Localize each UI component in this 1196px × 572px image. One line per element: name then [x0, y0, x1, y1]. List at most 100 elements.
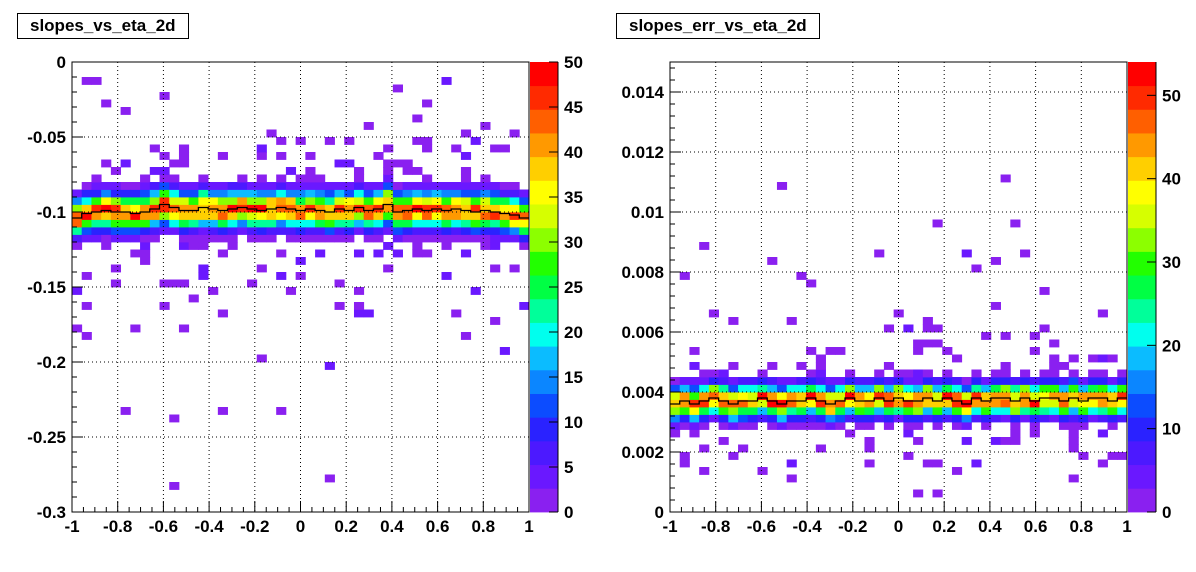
heatmap-cell [120, 227, 131, 235]
heatmap-cell [373, 152, 384, 160]
heatmap-cell [295, 197, 306, 205]
heatmap-cell [441, 234, 452, 243]
x-tick-label: -0.2 [240, 517, 269, 536]
heatmap-cell [217, 212, 228, 220]
heatmap-cell [796, 422, 807, 430]
heatmap-cell [490, 182, 501, 190]
heatmap-cell [670, 377, 681, 385]
heatmap-cell [499, 204, 510, 213]
heatmap-cell [728, 377, 739, 385]
heatmap-cell [757, 414, 768, 423]
heatmap-cell [835, 414, 846, 423]
heatmap-cell [981, 399, 992, 408]
heatmap-cell [738, 407, 749, 415]
heatmap-cell [460, 234, 472, 243]
heatmap-cell [169, 204, 180, 213]
heatmap-cell [169, 279, 180, 288]
heatmap-cell [334, 182, 345, 190]
heatmap-cell [509, 264, 520, 273]
heatmap-cell [373, 212, 384, 220]
heatmap-cell [363, 219, 374, 228]
heatmap-cell [961, 437, 972, 445]
heatmap-cell [130, 234, 141, 243]
heatmap-cell [728, 317, 739, 325]
heatmap-cell [198, 182, 209, 190]
heatmap-cell [932, 219, 943, 228]
heatmap-cell [1039, 392, 1050, 400]
heatmap-cell [402, 189, 413, 198]
heatmap-cell [480, 227, 491, 235]
heatmap-cell [169, 212, 180, 220]
colorbar-swatch [530, 322, 558, 347]
heatmap-cell [932, 339, 943, 348]
heatmap-cell [796, 362, 807, 370]
heatmap-cell [1097, 459, 1108, 468]
heatmap-cell [334, 302, 345, 310]
heatmap-cell [670, 392, 681, 400]
heatmap-cell [776, 422, 788, 430]
heatmap-cell [903, 392, 914, 400]
heatmap-cell [883, 399, 895, 408]
heatmap-cell [922, 339, 933, 348]
heatmap-cell [402, 212, 413, 220]
heatmap-cell [786, 422, 797, 430]
heatmap-cell [913, 489, 924, 498]
x-tick-label: -1 [662, 517, 677, 536]
heatmap-cell [815, 399, 826, 408]
heatmap-cell [825, 414, 836, 423]
colorbar-swatch [1128, 133, 1156, 158]
heatmap-cell [718, 369, 729, 378]
heatmap-cell [91, 182, 102, 190]
heatmap-cell [903, 377, 914, 385]
heatmap-cell [480, 242, 491, 250]
heatmap-cell [402, 234, 413, 243]
heatmap-cell [1117, 407, 1128, 415]
heatmap-cell [285, 197, 297, 205]
heatmap-cell [353, 167, 365, 175]
heatmap-cell [699, 407, 710, 415]
heatmap-cell [227, 234, 238, 243]
heatmap-cell [237, 189, 248, 198]
heatmap-cell [159, 182, 170, 190]
heatmap-cell [305, 219, 316, 228]
heatmap-cell [353, 227, 365, 235]
colorbar-tick-label: 30 [1162, 253, 1181, 272]
heatmap-cell [1029, 332, 1040, 340]
heatmap-cell [971, 407, 982, 415]
heatmap-cell [786, 392, 797, 400]
heatmap-cell [422, 219, 433, 228]
heatmap-cell [913, 384, 924, 393]
colorbar-swatch [1128, 227, 1156, 252]
heatmap-cell [747, 384, 758, 393]
heatmap-cell [932, 489, 943, 498]
colorbar-tick-label: 10 [564, 413, 583, 432]
heatmap-cell [913, 392, 924, 400]
heatmap-cell [728, 392, 739, 400]
heatmap-cell [441, 204, 452, 213]
heatmap-cell [1078, 414, 1089, 423]
heatmap-cell [932, 384, 943, 393]
heatmap-cell [825, 407, 836, 415]
heatmap-cell [72, 219, 83, 228]
heatmap-cell [227, 242, 238, 250]
heatmap-cell [490, 212, 501, 220]
heatmap-cell [874, 414, 885, 423]
heatmap-cell [835, 392, 846, 400]
heatmap-cell [786, 317, 797, 325]
heatmap-cell [1058, 392, 1070, 400]
heatmap-cell [757, 392, 768, 400]
heatmap-cell [990, 369, 1001, 378]
heatmap-cell [363, 227, 374, 235]
y-tick-label: -0.1 [37, 203, 66, 222]
heatmap-cell [825, 422, 836, 430]
heatmap-cell [883, 384, 895, 393]
heatmap-cell [324, 474, 335, 483]
heatmap-cell [1058, 407, 1070, 415]
heatmap-cell [747, 399, 758, 408]
heatmap-cell [451, 212, 462, 220]
heatmap-cell [373, 234, 384, 243]
heatmap-cell [480, 219, 491, 228]
colorbar-tick-label: 30 [564, 233, 583, 252]
heatmap-cell [324, 227, 335, 235]
heatmap-cell [178, 189, 190, 198]
